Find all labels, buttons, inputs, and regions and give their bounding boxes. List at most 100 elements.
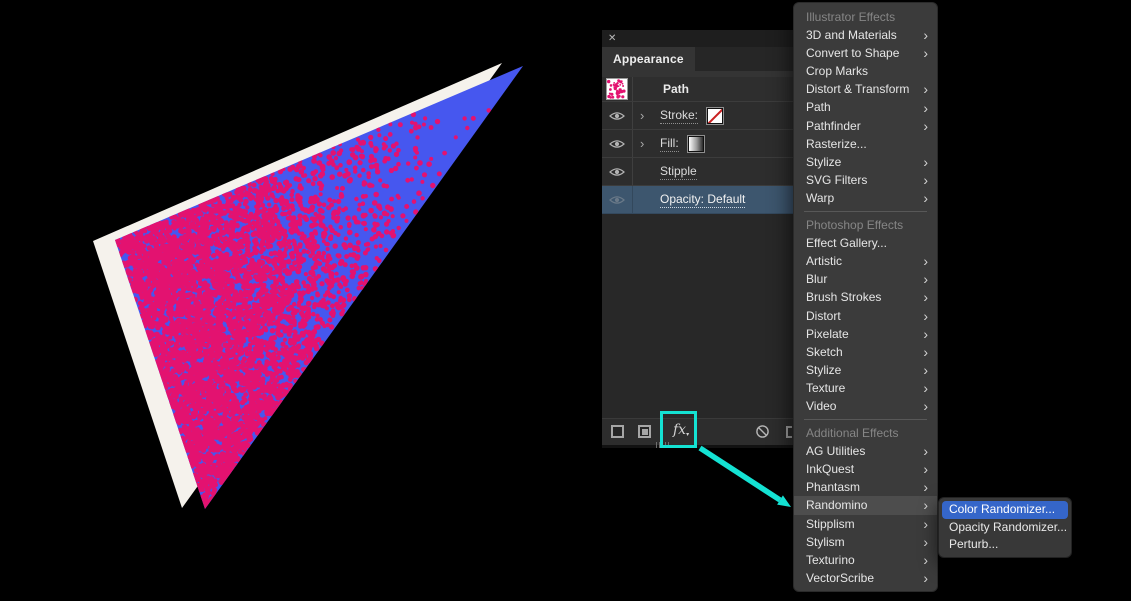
submenu-chevron-icon: ›: [923, 379, 928, 396]
submenu-chevron-icon: ›: [923, 443, 928, 460]
submenu-chevron-icon: ›: [923, 253, 928, 270]
visibility-eye-icon[interactable]: [609, 111, 625, 121]
menu-item-label: Texture: [806, 380, 846, 395]
appearance-row-opacity[interactable]: Opacity: Default: [602, 186, 793, 214]
tab-appearance[interactable]: Appearance: [602, 47, 695, 71]
fill-label[interactable]: Fill:: [660, 135, 679, 152]
menu-item-vectorscribe[interactable]: VectorScribe ›: [794, 569, 937, 587]
menu-item-warp[interactable]: Warp ›: [794, 189, 937, 207]
visibility-eye-icon[interactable]: [609, 167, 625, 177]
submenu-chevron-icon: ›: [923, 551, 928, 568]
menu-item-label: Blur: [806, 272, 828, 287]
submenu-chevron-icon: ›: [923, 533, 928, 550]
menu-item-distort-transform[interactable]: Distort & Transform ›: [794, 80, 937, 98]
menu-item-label: Warp: [806, 190, 835, 205]
appearance-row-path[interactable]: Path: [602, 77, 793, 102]
menu-item-label: Convert to Shape: [806, 46, 900, 61]
appearance-row-stipple[interactable]: Stipple: [602, 158, 793, 186]
menu-item-rasterize[interactable]: Rasterize...: [794, 135, 937, 153]
menu-item-label: Video: [806, 398, 837, 413]
submenu-chevron-icon: ›: [923, 117, 928, 134]
panel-titlebar: ✕: [602, 30, 793, 47]
menu-item-inkquest[interactable]: InkQuest ›: [794, 460, 937, 478]
annotation-arrow: [698, 445, 791, 507]
duplicate-item-icon-partial[interactable]: [786, 426, 792, 438]
menu-item-svg-filters[interactable]: SVG Filters ›: [794, 171, 937, 189]
menu-item-stipplism[interactable]: Stipplism ›: [794, 515, 937, 533]
opacity-label[interactable]: Opacity: Default: [660, 191, 746, 208]
stroke-label[interactable]: Stroke:: [660, 107, 699, 124]
close-icon[interactable]: ✕: [608, 32, 617, 44]
none-diagonal: [708, 108, 723, 123]
menu-item-label: Stylize: [806, 154, 842, 169]
add-new-effect-fx-button[interactable]: fx▾: [673, 422, 690, 438]
menu-section-header-illustrator-effects: Illustrator Effects: [806, 10, 896, 24]
submenu-chevron-icon: ›: [923, 515, 928, 532]
add-new-fill-icon[interactable]: [638, 425, 651, 438]
menu-item-label: VectorScribe: [806, 570, 875, 585]
menu-item-texture[interactable]: Texture ›: [794, 379, 937, 397]
menu-item-label: Distort: [806, 308, 841, 323]
visibility-eye-icon[interactable]: [609, 195, 625, 205]
stipple-effect-label[interactable]: Stipple: [660, 163, 697, 180]
add-new-stroke-icon[interactable]: [611, 425, 624, 438]
menu-item-pixelate[interactable]: Pixelate ›: [794, 325, 937, 343]
menu-section-header-additional-effects: Additional Effects: [806, 426, 899, 441]
menu-item-label: InkQuest: [806, 462, 855, 477]
menu-item-brush-strokes[interactable]: Brush Strokes ›: [794, 288, 937, 306]
menu-item-video[interactable]: Video ›: [794, 397, 937, 415]
menu-item-label: Randomino: [806, 498, 868, 513]
menu-item-ag-utilities[interactable]: AG Utilities ›: [794, 442, 937, 460]
menu-item-convert-to-shape[interactable]: Convert to Shape ›: [794, 44, 937, 62]
clear-appearance-icon[interactable]: [755, 424, 770, 439]
menu-item-label: 3D and Materials: [806, 28, 897, 43]
menu-item-stylize[interactable]: Stylize ›: [794, 361, 937, 379]
menu-item-3d-and-materials[interactable]: 3D and Materials ›: [794, 26, 937, 44]
menu-item-label: Stipplism: [806, 516, 855, 531]
menu-item-crop-marks[interactable]: Crop Marks: [794, 62, 937, 80]
submenu-chevron-icon: ›: [923, 171, 928, 188]
menu-item-distort[interactable]: Distort ›: [794, 307, 937, 325]
menu-item-label: Stylize: [806, 362, 842, 377]
menu-item-label: Artistic: [806, 254, 842, 269]
menu-item-texturino[interactable]: Texturino ›: [794, 551, 937, 569]
menu-item-label: AG Utilities: [806, 444, 866, 459]
fx-highlight-box: [660, 411, 697, 448]
randomino-submenu: Color Randomizer... Opacity Randomizer...…: [938, 497, 1072, 558]
menu-item-sketch[interactable]: Sketch ›: [794, 343, 937, 361]
submenu-chevron-icon: ›: [923, 271, 928, 288]
visibility-eye-icon[interactable]: [609, 139, 625, 149]
gradient-fill-swatch[interactable]: [687, 135, 704, 152]
menu-item-artistic[interactable]: Artistic ›: [794, 252, 937, 270]
expand-chevron-icon[interactable]: ›: [640, 136, 645, 151]
menu-item-stylize[interactable]: Stylize ›: [794, 153, 937, 171]
menu-item-label: Path: [806, 100, 831, 115]
menu-item-stylism[interactable]: Stylism ›: [794, 533, 937, 551]
panel-empty-area: [602, 214, 793, 418]
appearance-row-stroke[interactable]: › Stroke:: [602, 102, 793, 130]
appearance-rows: Path › Stroke: › Fill:: [602, 77, 793, 214]
menu-item-label: Pixelate: [806, 326, 849, 341]
menu-separator: [804, 211, 927, 213]
menu-item-label: Sketch: [806, 344, 843, 359]
path-label: Path: [663, 82, 690, 96]
submenu-chevron-icon: ›: [923, 479, 928, 496]
menu-item-effect-gallery[interactable]: Effect Gallery...: [794, 234, 937, 252]
menu-item-blur[interactable]: Blur ›: [794, 270, 937, 288]
menu-item-phantasm[interactable]: Phantasm ›: [794, 478, 937, 496]
tab-strip: [602, 71, 793, 77]
menu-item-path[interactable]: Path ›: [794, 98, 937, 116]
menu-item-pathfinder[interactable]: Pathfinder ›: [794, 117, 937, 135]
stroke-none-swatch[interactable]: [707, 107, 724, 124]
submenu-item-color-randomizer[interactable]: Color Randomizer...: [942, 501, 1068, 519]
appearance-row-fill[interactable]: › Fill:: [602, 130, 793, 158]
menu-item-label: Pathfinder: [806, 118, 861, 133]
submenu-chevron-icon: ›: [923, 27, 928, 44]
submenu-item-perturb[interactable]: Perturb...: [949, 537, 999, 552]
submenu-chevron-icon: ›: [923, 325, 928, 342]
menu-section-header-photoshop-effects: Photoshop Effects: [806, 218, 904, 233]
expand-chevron-icon[interactable]: ›: [640, 108, 645, 123]
menu-item-randomino[interactable]: Randomino ›: [794, 496, 937, 515]
submenu-item-opacity-randomizer[interactable]: Opacity Randomizer...: [949, 519, 1068, 534]
